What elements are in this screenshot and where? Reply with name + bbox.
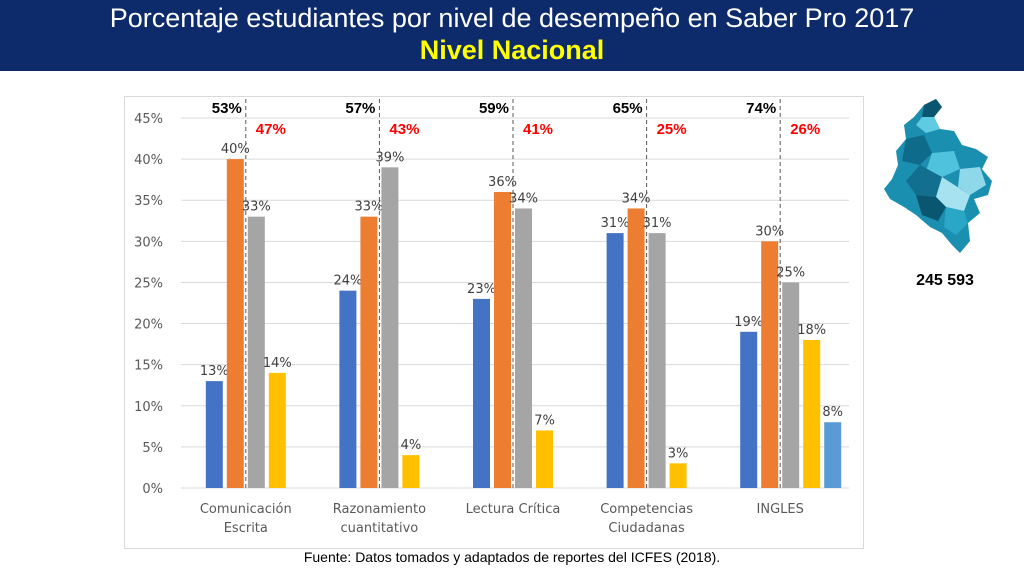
category-label: Competencias xyxy=(600,502,693,517)
source-note: Fuente: Datos tomados y adaptados de rep… xyxy=(303,549,721,565)
bar xyxy=(761,241,779,488)
page-title: Porcentaje estudiantes por nivel de dese… xyxy=(109,3,915,33)
bar xyxy=(515,208,532,488)
data-label: 25% xyxy=(776,265,805,280)
data-label: 23% xyxy=(467,282,496,297)
category-label: Escrita xyxy=(224,521,268,536)
bar xyxy=(536,430,553,488)
right-total-label: 26% xyxy=(790,121,820,138)
title-banner: Porcentaje estudiantes por nivel de dese… xyxy=(0,0,1024,71)
bar xyxy=(473,298,490,488)
colombia-map-icon xyxy=(876,95,1008,258)
right-total-label: 25% xyxy=(657,121,687,138)
bar xyxy=(339,290,357,488)
data-label: 39% xyxy=(375,150,404,165)
data-label: 34% xyxy=(622,191,651,206)
data-label: 14% xyxy=(263,356,292,371)
left-total-label: 74% xyxy=(746,100,776,117)
bar xyxy=(669,463,687,488)
left-total-label: 57% xyxy=(345,100,375,117)
category-label: Lectura Crítica xyxy=(466,502,561,517)
bar xyxy=(627,208,645,488)
data-label: 3% xyxy=(668,446,689,461)
bar xyxy=(360,216,378,488)
data-label: 19% xyxy=(734,315,763,330)
bar xyxy=(226,159,244,488)
bar xyxy=(247,216,265,488)
bar xyxy=(402,455,420,488)
y-tick-label: 40% xyxy=(134,153,163,168)
data-label: 4% xyxy=(401,438,422,453)
left-total-label: 53% xyxy=(212,100,242,117)
bar xyxy=(740,331,758,488)
data-label: 18% xyxy=(797,323,826,338)
data-label: 36% xyxy=(488,175,517,190)
chart-frame: 0% 5% 10% 15% 20% 25% 30% 35% 40% 45% 13% 40% 33% 14%… xyxy=(124,96,864,549)
bar xyxy=(205,381,223,488)
category-label: Razonamiento xyxy=(333,502,426,517)
y-tick-label: 30% xyxy=(134,235,163,250)
category-label: cuantitativo xyxy=(341,521,419,536)
data-label: 34% xyxy=(509,191,538,206)
bar xyxy=(494,192,511,488)
data-label: 33% xyxy=(242,200,271,215)
left-total-label: 65% xyxy=(613,100,643,117)
y-tick-label: 35% xyxy=(134,194,163,209)
y-tick-label: 20% xyxy=(134,318,163,333)
right-total-label: 43% xyxy=(389,121,419,138)
bar xyxy=(803,340,821,488)
data-label: 31% xyxy=(601,216,630,231)
data-label: 13% xyxy=(200,364,229,379)
data-label: 40% xyxy=(221,142,250,157)
left-total-label: 59% xyxy=(479,100,509,117)
y-tick-label: 10% xyxy=(134,400,163,415)
data-label: 8% xyxy=(822,405,843,420)
bar-chart: 0% 5% 10% 15% 20% 25% 30% 35% 40% 45% 13% 40% 33% 14%… xyxy=(134,99,849,536)
y-tick-label: 0% xyxy=(142,482,163,497)
bar xyxy=(782,282,800,488)
data-label: 31% xyxy=(643,216,672,231)
y-tick-label: 15% xyxy=(134,359,163,374)
bar xyxy=(381,167,399,488)
y-tick-label: 45% xyxy=(134,112,163,127)
bar xyxy=(268,372,286,488)
bar xyxy=(824,422,842,488)
category-label: Ciudadanas xyxy=(608,521,685,536)
page-subtitle: Nivel Nacional xyxy=(419,35,605,65)
y-tick-label: 25% xyxy=(134,276,163,291)
bar xyxy=(606,233,624,488)
data-label: 30% xyxy=(755,224,784,239)
category-label: Comunicación xyxy=(200,502,292,517)
data-label: 7% xyxy=(534,413,555,428)
data-label: 33% xyxy=(354,200,383,215)
total-students: 245 593 xyxy=(916,272,974,289)
bar xyxy=(648,233,666,488)
data-label: 24% xyxy=(333,274,362,289)
right-total-label: 47% xyxy=(256,121,286,138)
right-total-label: 41% xyxy=(523,121,553,138)
y-tick-label: 5% xyxy=(142,441,163,456)
category-label: INGLES xyxy=(757,502,804,517)
